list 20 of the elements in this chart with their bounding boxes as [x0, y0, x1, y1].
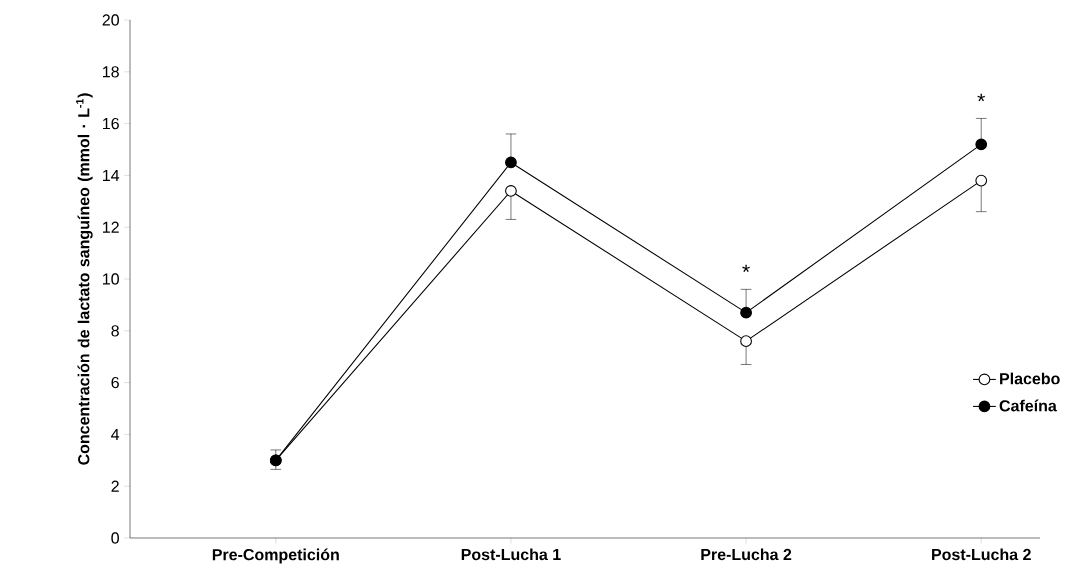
y-tick-label: 18: [103, 66, 119, 78]
x-tick-label: Post-Lucha 1: [461, 548, 561, 561]
y-tick-label: 16: [103, 117, 119, 130]
y-tick-label: 2: [111, 480, 119, 492]
y-tick-label: 14: [103, 169, 120, 181]
annotation: *: [742, 264, 750, 273]
y-tick-label: 8: [111, 325, 119, 337]
y-tick-label: 12: [103, 221, 119, 233]
x-tick-label: Pre-Competición: [212, 548, 339, 564]
x-tick-label: Pre-Lucha 2: [701, 548, 792, 561]
y-tick-label: 0: [111, 532, 119, 544]
y-tick-label: 20: [102, 14, 119, 26]
y-axis-title: Concentración de lactato sanguíneo (mmol · L$^{-1}$): [76, 93, 93, 465]
annotation: *: [977, 93, 986, 102]
y-tick-label: 4: [111, 428, 120, 440]
y-tick-label: 10: [103, 273, 119, 285]
x-tick-label: Post-Lucha 2: [932, 548, 1031, 561]
legend-label: Cafeína: [999, 399, 1057, 412]
legend-label: Placebo: [1000, 372, 1060, 385]
y-tick-label: 6: [111, 376, 119, 389]
